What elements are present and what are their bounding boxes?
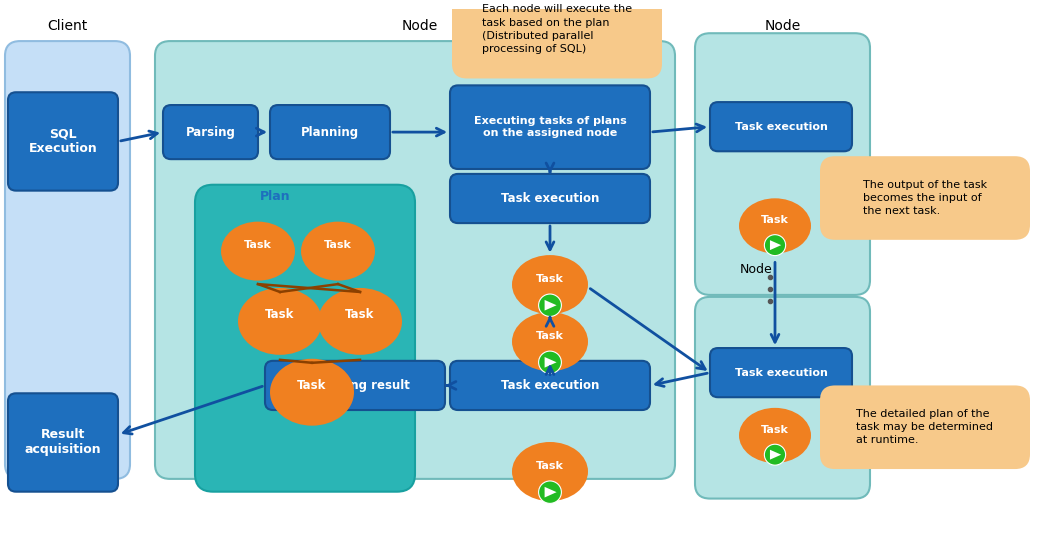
Text: Task execution: Task execution bbox=[500, 379, 599, 392]
Circle shape bbox=[538, 481, 561, 503]
Text: Parsing: Parsing bbox=[186, 126, 235, 139]
Text: Task: Task bbox=[536, 273, 564, 284]
Text: Task: Task bbox=[762, 425, 789, 435]
FancyBboxPatch shape bbox=[450, 85, 650, 169]
Ellipse shape bbox=[738, 198, 811, 253]
Text: SQL
Execution: SQL Execution bbox=[28, 127, 98, 156]
Text: Task: Task bbox=[536, 331, 564, 341]
Text: Client: Client bbox=[47, 19, 87, 34]
Text: Task: Task bbox=[762, 215, 789, 225]
FancyBboxPatch shape bbox=[695, 33, 870, 295]
Polygon shape bbox=[770, 450, 782, 459]
Text: Planning: Planning bbox=[301, 126, 359, 139]
FancyBboxPatch shape bbox=[270, 105, 390, 159]
Circle shape bbox=[765, 235, 786, 256]
Text: Task: Task bbox=[265, 308, 295, 321]
FancyBboxPatch shape bbox=[8, 393, 117, 491]
FancyBboxPatch shape bbox=[820, 385, 1030, 469]
Ellipse shape bbox=[512, 255, 588, 314]
Text: Task: Task bbox=[324, 240, 351, 250]
FancyBboxPatch shape bbox=[5, 41, 130, 479]
FancyBboxPatch shape bbox=[450, 361, 650, 410]
Text: The output of the task
becomes the input of
the next task.: The output of the task becomes the input… bbox=[863, 180, 987, 216]
Ellipse shape bbox=[512, 312, 588, 371]
Ellipse shape bbox=[738, 408, 811, 463]
Ellipse shape bbox=[270, 359, 354, 426]
Text: Node: Node bbox=[402, 19, 438, 34]
Text: Task: Task bbox=[297, 379, 326, 392]
Polygon shape bbox=[544, 300, 557, 311]
Text: The detailed plan of the
task may be determined
at runtime.: The detailed plan of the task may be det… bbox=[856, 409, 993, 446]
FancyBboxPatch shape bbox=[450, 174, 650, 223]
FancyBboxPatch shape bbox=[155, 41, 675, 479]
Ellipse shape bbox=[301, 222, 374, 281]
Polygon shape bbox=[544, 357, 557, 368]
Ellipse shape bbox=[238, 288, 322, 355]
FancyBboxPatch shape bbox=[195, 185, 415, 491]
Text: Executing tasks of plans
on the assigned node: Executing tasks of plans on the assigned… bbox=[474, 116, 626, 138]
FancyBboxPatch shape bbox=[163, 105, 258, 159]
FancyBboxPatch shape bbox=[820, 156, 1030, 240]
Ellipse shape bbox=[512, 442, 588, 501]
Text: Task: Task bbox=[244, 240, 272, 250]
Text: Plan: Plan bbox=[260, 190, 291, 203]
FancyBboxPatch shape bbox=[695, 297, 870, 498]
Circle shape bbox=[765, 444, 786, 465]
Text: Task: Task bbox=[345, 308, 374, 321]
Text: Returning result: Returning result bbox=[301, 379, 409, 392]
Circle shape bbox=[538, 294, 561, 317]
FancyBboxPatch shape bbox=[265, 361, 445, 410]
Ellipse shape bbox=[221, 222, 295, 281]
FancyBboxPatch shape bbox=[8, 92, 117, 191]
Ellipse shape bbox=[318, 288, 402, 355]
Text: Task execution: Task execution bbox=[734, 122, 828, 132]
FancyBboxPatch shape bbox=[710, 102, 852, 151]
Text: Task execution: Task execution bbox=[734, 368, 828, 378]
Text: Node: Node bbox=[765, 19, 801, 34]
Text: Task: Task bbox=[536, 461, 564, 471]
Text: Result
acquisition: Result acquisition bbox=[25, 429, 102, 456]
Text: Node: Node bbox=[740, 263, 773, 276]
FancyBboxPatch shape bbox=[452, 0, 662, 78]
Polygon shape bbox=[770, 240, 782, 250]
Text: Task execution: Task execution bbox=[500, 192, 599, 205]
Text: Each node will execute the
task based on the plan
(Distributed parallel
processi: Each node will execute the task based on… bbox=[481, 4, 633, 54]
FancyBboxPatch shape bbox=[710, 348, 852, 397]
Polygon shape bbox=[544, 487, 557, 497]
Circle shape bbox=[538, 351, 561, 374]
